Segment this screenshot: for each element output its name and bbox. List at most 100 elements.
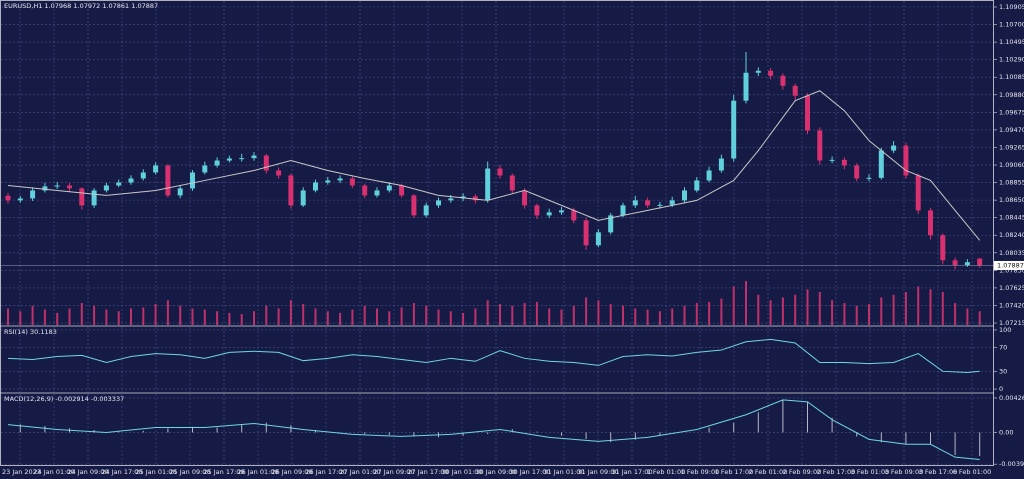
candle-body: [509, 175, 515, 191]
candle-body: [54, 185, 60, 187]
candle-body: [583, 220, 589, 246]
candle-body: [5, 195, 11, 201]
x-tick-label: 3 Feb 01:00: [851, 468, 890, 476]
plot-border: [0, 0, 994, 466]
candle-body: [42, 186, 48, 191]
candle-body: [608, 215, 614, 233]
candle-body: [300, 190, 306, 206]
candle-body: [977, 258, 983, 266]
candle-body: [190, 172, 195, 189]
candle-body: [940, 235, 946, 261]
candle-body: [485, 168, 491, 201]
x-tick-label: 26 Jan 17:00: [305, 468, 346, 476]
y-tick-label: 1.08855: [999, 179, 1024, 187]
candle-body: [903, 145, 909, 176]
y-tick-label: 1.10495: [999, 38, 1024, 46]
candle-body: [103, 185, 109, 191]
candle-body: [878, 150, 884, 178]
x-tick-label: 3 Feb 09:00: [885, 468, 924, 476]
candle-body: [411, 195, 417, 216]
candle-body: [768, 70, 774, 76]
rsi-line: [7, 338, 980, 374]
candle-body: [436, 200, 441, 206]
y-tick-label: 1.09060: [999, 161, 1024, 169]
candle-body: [645, 200, 651, 206]
candle-body: [239, 158, 245, 160]
x-tick-label: 31 Jan 17:00: [611, 468, 652, 476]
candle-body: [399, 185, 405, 196]
y-tick-label: 100: [999, 326, 1011, 334]
x-tick-label: 30 Jan 17:00: [509, 468, 550, 476]
candle-body: [571, 210, 577, 221]
panel-title: RSI(14) 30.1183: [4, 328, 57, 336]
x-tick-label: 25 Jan 17:00: [203, 468, 244, 476]
price-marker: [994, 260, 1024, 270]
candle-body: [718, 158, 724, 171]
candle-body: [817, 130, 823, 161]
y-tick-label: -0.003918: [999, 460, 1024, 468]
y-tick-label: 1.09265: [999, 143, 1024, 151]
candle-body: [91, 190, 97, 206]
candle-body: [288, 175, 294, 206]
frame: [0, 0, 994, 466]
y-tick-label: 1.08445: [999, 214, 1024, 222]
candle-body: [79, 188, 85, 206]
y-tick-label: 1.10085: [999, 73, 1024, 81]
x-tick-label: 24 Jan 01:00: [33, 468, 74, 476]
candle-body: [67, 185, 72, 189]
candle-body: [165, 165, 171, 196]
candle-body: [829, 159, 835, 161]
y-tick-label: 1.08650: [999, 196, 1024, 204]
candle-body: [854, 165, 860, 179]
candle-body: [694, 180, 700, 191]
x-tick-label: 26 Jan 09:00: [271, 468, 312, 476]
candle-body: [669, 200, 675, 205]
candle-body: [559, 210, 564, 213]
x-tick-label: 1 Feb 01:00: [647, 468, 686, 476]
y-tick-label: 1.07830: [999, 266, 1024, 274]
x-tick-label: 1 Feb 09:00: [681, 468, 720, 476]
candle-body: [214, 160, 220, 166]
y-tick-label: 1.10700: [999, 21, 1024, 29]
candle-body: [731, 100, 737, 159]
candle-body: [202, 165, 208, 173]
candle-body: [792, 85, 798, 96]
candle-body: [632, 200, 638, 206]
y-tick-label: 1.08240: [999, 231, 1024, 239]
candle-body: [706, 170, 712, 181]
candle-body: [841, 159, 847, 166]
candle-body: [534, 205, 540, 216]
candle-body: [30, 190, 36, 199]
x-tick-label: 27 Jan 01:00: [339, 468, 380, 476]
candle-body: [657, 204, 663, 206]
y-tick-label: 0: [999, 385, 1003, 393]
candle-body: [448, 198, 454, 201]
candle-body: [780, 75, 786, 86]
price-marker-label: 1.07887: [997, 261, 1024, 269]
candle-body: [337, 178, 343, 181]
candle-body: [546, 212, 552, 216]
x-tick-label: 3 Feb 17:00: [919, 468, 958, 476]
x-tick-label: 25 Jan 01:00: [135, 468, 176, 476]
candle-body: [743, 72, 749, 101]
x-tick-label: 24 Jan 17:00: [101, 468, 142, 476]
x-tick-label: 2 Feb 01:00: [749, 468, 788, 476]
candle-body: [128, 178, 134, 183]
candle-body: [177, 188, 183, 196]
x-tick-label: 31 Jan 09:00: [577, 468, 618, 476]
candle-body: [682, 190, 687, 201]
candle-body: [116, 182, 122, 186]
y-tick-label: 1.10290: [999, 56, 1024, 64]
y-tick-label: 30: [999, 367, 1007, 375]
x-tick-label: 1 Feb 17:00: [715, 468, 754, 476]
candle-body: [497, 168, 503, 176]
x-tick-label: 31 Jan 01:00: [543, 468, 584, 476]
candle-body: [276, 170, 282, 176]
x-tick-label: 25 Jan 09:00: [169, 468, 210, 476]
y-tick-label: 0.00: [999, 428, 1013, 436]
x-tick-label: 27 Jan 17:00: [407, 468, 448, 476]
candle-body: [251, 155, 257, 159]
y-tick-label: 1.07215: [999, 319, 1024, 327]
x-tick-label: 6 Feb 01:00: [953, 468, 992, 476]
